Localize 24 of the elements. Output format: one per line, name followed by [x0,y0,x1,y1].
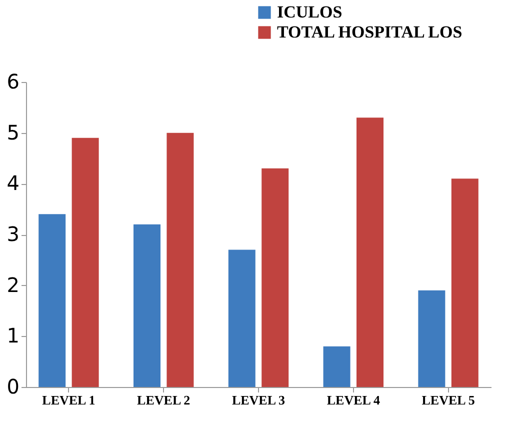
y-tick-label: 1 [6,324,20,348]
bar [72,138,99,387]
bar [38,214,66,387]
bar [166,132,194,387]
x-tick-label: LEVEL 5 [422,392,476,408]
x-tick-label: LEVEL 2 [137,392,190,408]
y-tick-label: 0 [6,374,20,398]
y-tick-label: 6 [6,70,20,94]
bar [323,346,350,387]
y-tick-label: 5 [6,120,20,144]
bar [418,290,446,387]
y-tick-label: 3 [6,222,20,246]
x-tick-label: LEVEL 3 [232,392,286,408]
bar [228,250,256,387]
x-tick-label: LEVEL 4 [326,392,380,408]
legend-label: ICULOS [277,2,342,22]
bar [133,224,160,387]
bar [262,168,289,387]
bar [451,178,478,387]
legend-label: TOTAL HOSPITAL LOS [277,22,462,42]
y-tick-label: 4 [6,171,20,196]
x-tick-label: LEVEL 1 [42,392,96,408]
bar [356,118,384,387]
y-tick-label: 2 [6,272,20,297]
